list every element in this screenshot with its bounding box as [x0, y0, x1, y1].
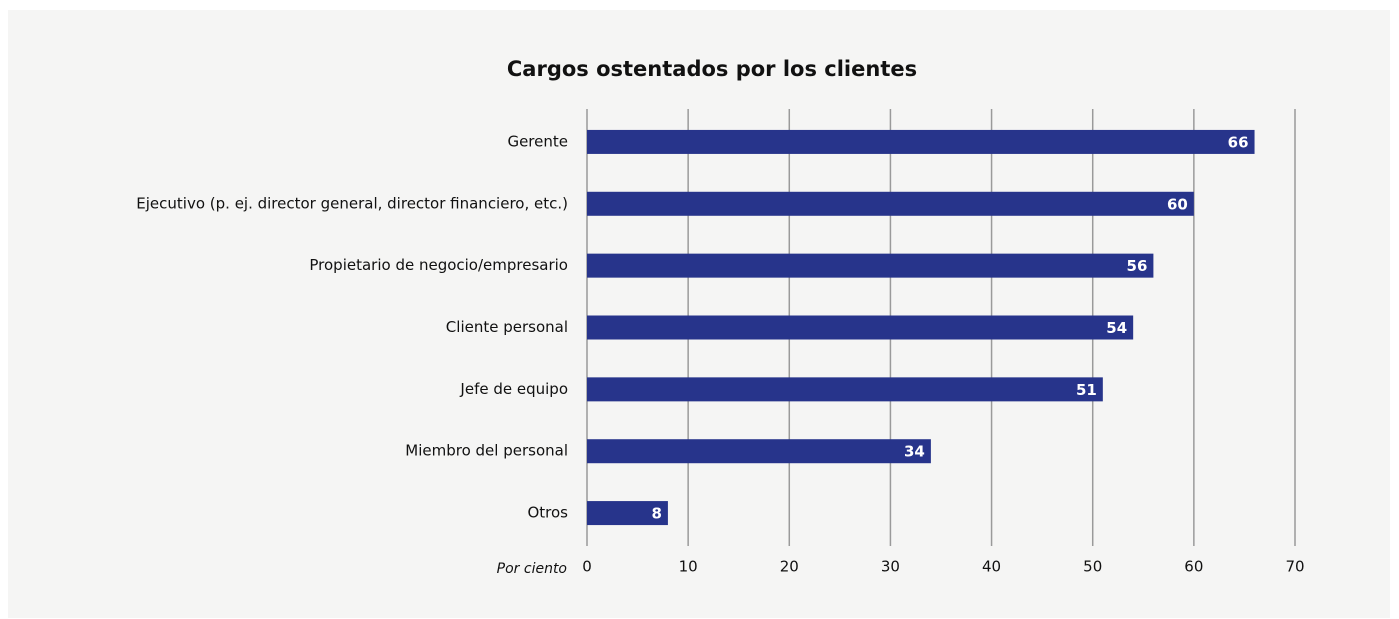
x-tick-label: 20: [780, 558, 799, 576]
value-label: 8: [651, 505, 661, 523]
bar: [587, 315, 1134, 340]
x-tick-label: 40: [982, 558, 1001, 576]
bar: [587, 501, 668, 526]
panel: [8, 10, 1390, 618]
y-tick-label: Propietario de negocio/empresario: [309, 256, 568, 274]
bar: [587, 129, 1255, 154]
value-label: 54: [1106, 319, 1127, 337]
x-tick-label: 50: [1083, 558, 1102, 576]
bar: [587, 253, 1154, 278]
y-tick-label: Jefe de equipo: [459, 380, 568, 398]
x-axis-label: Por ciento: [497, 561, 567, 577]
y-tick-label: Otros: [527, 504, 568, 522]
value-label: 51: [1076, 381, 1097, 399]
bar: [587, 191, 1194, 216]
chart-title: Cargos ostentados por los clientes: [507, 57, 917, 81]
x-tick-label: 60: [1184, 558, 1203, 576]
x-tick-label: 30: [881, 558, 900, 576]
x-tick-label: 70: [1285, 558, 1304, 576]
y-tick-label: Gerente: [507, 132, 568, 150]
value-label: 60: [1167, 195, 1188, 213]
y-tick-label: Miembro del personal: [405, 442, 568, 460]
bar: [587, 377, 1103, 402]
bar: [587, 439, 931, 464]
value-label: 56: [1127, 257, 1148, 275]
x-tick-label: 10: [679, 558, 698, 576]
y-tick-label: Ejecutivo (p. ej. director general, dire…: [136, 194, 568, 212]
y-tick-label: Cliente personal: [446, 318, 568, 336]
value-label: 66: [1228, 133, 1249, 151]
x-tick-label: 0: [582, 558, 592, 576]
value-label: 34: [904, 443, 925, 461]
